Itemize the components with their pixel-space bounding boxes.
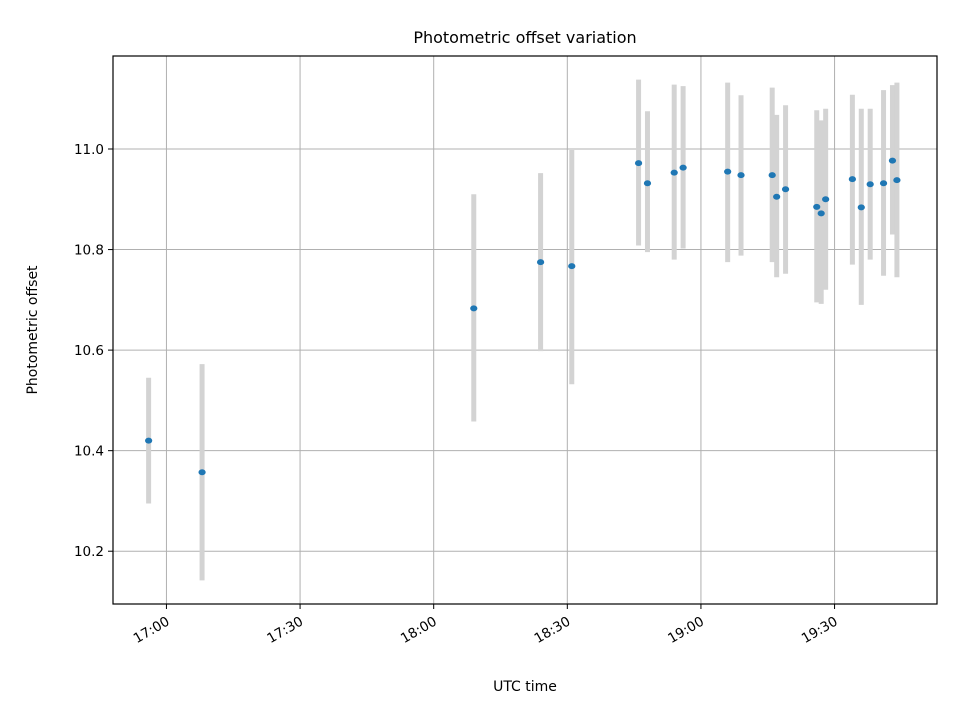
y-tick-label: 10.2 [74, 544, 104, 560]
x-tick-label: 19:00 [665, 614, 707, 647]
y-tick-label: 11.0 [74, 142, 104, 158]
data-point [888, 157, 897, 164]
data-points [145, 157, 901, 476]
x-tick-label: 18:00 [398, 614, 440, 647]
data-point [568, 263, 576, 270]
data-point [536, 259, 545, 266]
data-point [768, 172, 776, 179]
y-tick-label: 10.8 [74, 243, 104, 259]
data-point [781, 186, 790, 193]
data-point [737, 172, 745, 179]
grid [113, 56, 937, 604]
data-point [817, 210, 825, 217]
data-point [857, 204, 865, 211]
data-point [848, 176, 856, 183]
data-point [198, 469, 206, 476]
data-point [879, 180, 888, 187]
x-tick-label: 17:00 [131, 614, 173, 647]
data-point [634, 160, 643, 167]
error-bars [146, 79, 900, 581]
plot-frame [112, 55, 938, 605]
data-point [813, 203, 821, 210]
data-point [866, 181, 874, 188]
data-point [773, 193, 781, 200]
y-axis-label: Photometric offset [25, 265, 41, 395]
data-point [724, 168, 732, 175]
data-point [893, 177, 901, 184]
y-tick-label: 10.4 [74, 444, 104, 460]
x-tick-label: 17:30 [264, 614, 306, 647]
x-axis-label: UTC time [493, 679, 557, 695]
data-point [643, 180, 652, 187]
y-tick-label: 10.6 [74, 343, 104, 359]
data-point [145, 437, 153, 444]
data-point [470, 305, 478, 312]
x-tick-label: 19:30 [799, 614, 841, 647]
data-point [670, 169, 678, 176]
data-point [679, 164, 687, 171]
chart-title: Photometric offset variation [413, 28, 636, 47]
x-tick-label: 18:30 [532, 614, 574, 647]
data-point [822, 196, 830, 203]
